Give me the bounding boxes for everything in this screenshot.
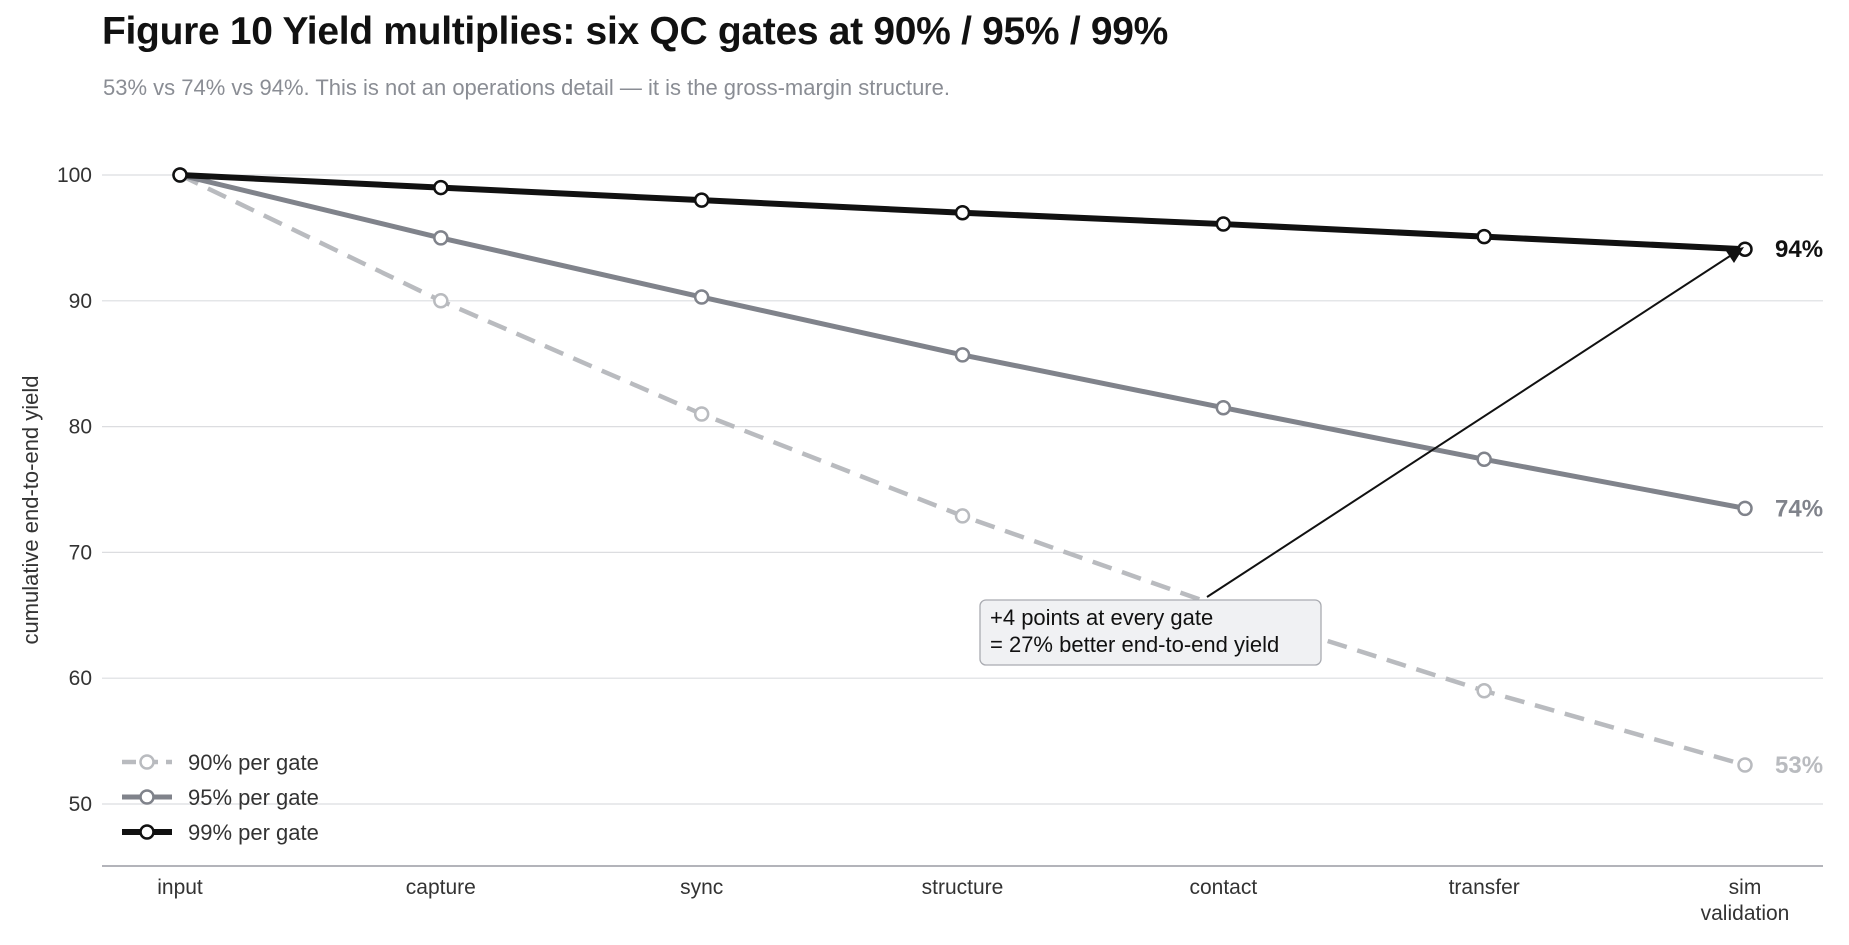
point-90pct-5 <box>1476 683 1492 699</box>
y-tick-60: 60 <box>69 667 92 690</box>
x-tick-input: input <box>157 876 203 899</box>
x-tick-sync: sync <box>680 876 723 899</box>
point-95pct-1 <box>433 230 449 246</box>
x-tick-labels: input capture sync structure contact transfer… <box>157 876 1789 925</box>
legend-marker-90pct <box>139 754 155 770</box>
chart-subtitle: 53% vs 74% vs 94%. This is not an operat… <box>103 75 950 100</box>
point-90pct-1 <box>433 293 449 309</box>
series-90pct: 53% <box>172 167 1823 779</box>
chart-title: Figure 10 Yield multiplies: six QC gates… <box>102 10 1169 53</box>
legend-label-99pct: 99% per gate <box>188 820 319 845</box>
point-99pct-0 <box>172 167 188 183</box>
x-tick-structure: structure <box>922 876 1004 899</box>
point-95pct-6 <box>1737 500 1753 517</box>
point-90pct-6 <box>1737 757 1753 773</box>
point-99pct-5 <box>1476 228 1492 245</box>
point-99pct-1 <box>433 179 449 196</box>
annotation-arrowhead <box>1726 247 1744 263</box>
series-line-90pct <box>179 172 1746 768</box>
y-tick-70: 70 <box>69 541 92 564</box>
point-95pct-4 <box>1215 399 1232 416</box>
annotation-line-2: = 27% better end-to-end yield <box>990 632 1279 657</box>
gridlines <box>102 174 1823 805</box>
end-label-95pct: 74% <box>1775 495 1823 522</box>
legend-item-95pct: 95% per gate <box>122 785 319 810</box>
y-tick-100: 100 <box>57 164 92 187</box>
end-label-90pct: 53% <box>1775 752 1823 779</box>
legend-marker-95pct <box>139 789 155 805</box>
x-tick-capture: capture <box>406 876 476 899</box>
legend-marker-99pct <box>139 824 155 840</box>
point-95pct-2 <box>693 289 710 305</box>
point-95pct-5 <box>1476 451 1492 468</box>
point-90pct-2 <box>693 406 710 422</box>
y-tick-80: 80 <box>69 416 92 439</box>
series-lines: 53% 74% 94% <box>172 167 1823 779</box>
legend: 90% per gate 95% per gate 99% per gate <box>122 750 319 845</box>
series-95pct: 74% <box>172 167 1823 522</box>
point-99pct-2 <box>693 192 710 208</box>
annotation-arrow <box>1206 253 1734 598</box>
point-99pct-4 <box>1215 216 1232 232</box>
end-label-99pct: 94% <box>1775 236 1823 263</box>
legend-item-90pct: 90% per gate <box>122 750 319 775</box>
x-tick-sim-validation: sim validation <box>1701 876 1790 925</box>
annotation: +4 points at every gate = 27% better end… <box>979 247 1744 666</box>
x-tick-transfer: transfer <box>1449 876 1520 899</box>
legend-item-99pct: 99% per gate <box>122 820 319 845</box>
series-line-95pct <box>179 172 1746 511</box>
series-99pct: 94% <box>172 167 1823 263</box>
annotation-line-1: +4 points at every gate <box>990 605 1213 630</box>
annotation-box <box>979 599 1322 666</box>
x-tick-contact: contact <box>1189 876 1257 899</box>
point-95pct-3 <box>954 347 971 363</box>
y-tick-labels: 50 60 70 80 90 100 <box>57 164 92 816</box>
legend-label-90pct: 90% per gate <box>188 750 319 775</box>
y-tick-50: 50 <box>69 793 92 816</box>
y-tick-90: 90 <box>69 290 92 313</box>
point-90pct-3 <box>954 508 971 524</box>
y-axis-label: cumulative end-to-end yield <box>18 375 43 644</box>
legend-label-95pct: 95% per gate <box>188 785 319 810</box>
point-99pct-3 <box>954 204 971 221</box>
